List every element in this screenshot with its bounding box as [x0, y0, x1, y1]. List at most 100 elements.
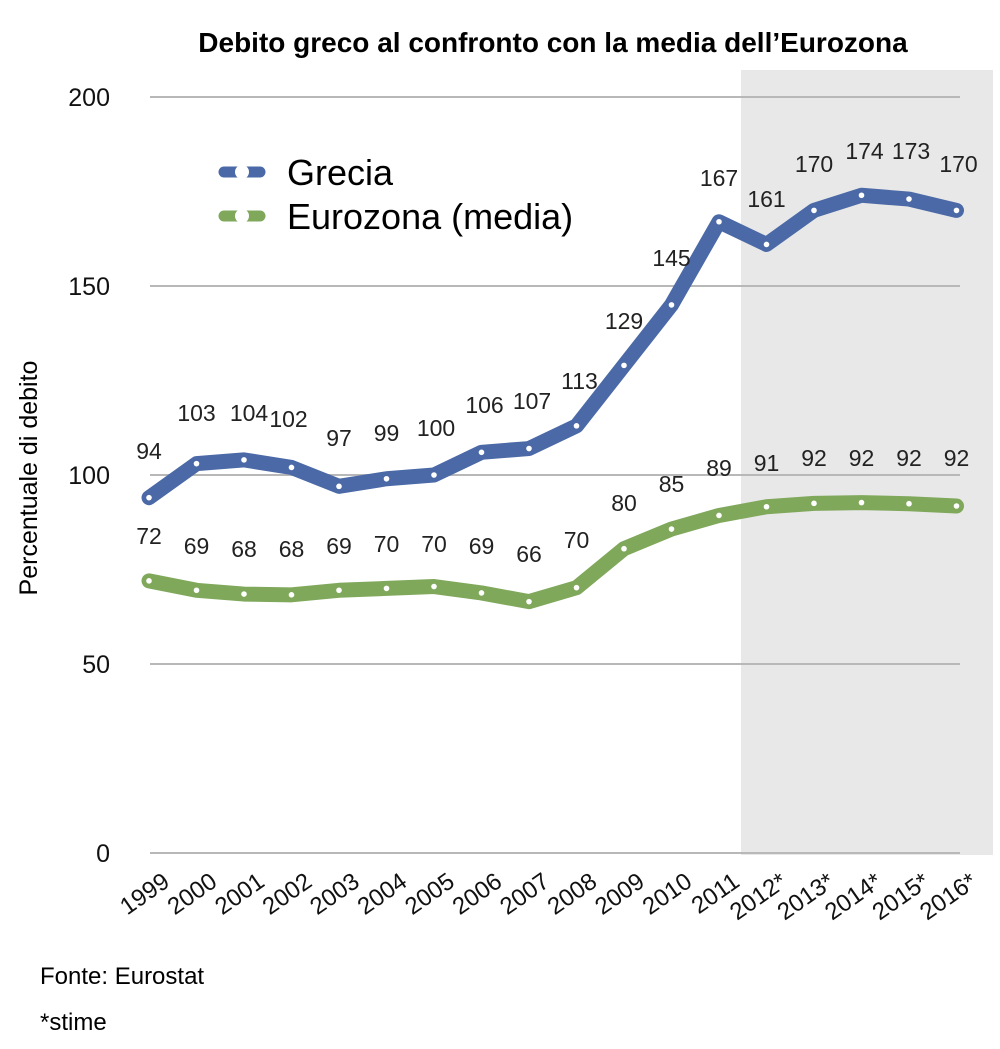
- data-point: [336, 483, 342, 490]
- data-label: 91: [754, 450, 780, 476]
- data-point: [858, 499, 865, 506]
- data-label: 103: [177, 400, 215, 426]
- x-tick-label: 1999: [115, 868, 174, 921]
- data-label: 92: [849, 445, 875, 471]
- data-label: 92: [944, 445, 970, 471]
- y-axis-label: Percentuale di debito: [15, 361, 43, 596]
- series-grecia: [141, 187, 964, 506]
- data-label: 68: [279, 536, 305, 562]
- data-label: 92: [896, 445, 922, 471]
- data-label: 69: [184, 533, 210, 559]
- data-point: [431, 583, 437, 590]
- data-label: 161: [747, 186, 785, 212]
- legend-label: Grecia: [287, 152, 394, 193]
- data-label: 173: [892, 138, 930, 164]
- data-point: [146, 494, 152, 501]
- x-tick-label: 2007: [495, 868, 554, 921]
- data-label: 100: [417, 415, 455, 441]
- data-point: [193, 460, 200, 467]
- x-tick-label: 2016*: [915, 868, 982, 926]
- x-tick-label: 2001: [210, 868, 269, 921]
- data-point: [953, 503, 960, 509]
- data-label: 102: [269, 406, 307, 432]
- data-point: [383, 585, 390, 592]
- data-point: [858, 192, 865, 199]
- data-label: 72: [136, 523, 162, 549]
- data-label: 174: [845, 138, 884, 164]
- data-point: [763, 503, 770, 510]
- data-point: [478, 590, 485, 596]
- data-label: 70: [564, 527, 590, 553]
- data-point: [383, 475, 390, 482]
- data-point: [431, 472, 437, 478]
- series-line: [141, 495, 964, 610]
- estimate-footnote: *stime: [40, 1009, 107, 1036]
- y-tick-labels: 0 50 100 150 200: [68, 84, 110, 868]
- y-tick-label: 100: [68, 462, 110, 490]
- data-point: [478, 449, 485, 456]
- data-point: [906, 500, 912, 507]
- data-point: [288, 592, 295, 598]
- data-label: 70: [374, 531, 400, 557]
- x-tick-label: 2008: [543, 868, 602, 921]
- data-label: 170: [939, 151, 977, 177]
- x-tick-label: 2006: [448, 868, 507, 921]
- data-label: 69: [326, 533, 352, 559]
- data-point: [526, 598, 532, 605]
- x-tick-label: 2000: [163, 868, 222, 921]
- data-point: [716, 218, 722, 225]
- source-note: Fonte: Eurostat: [40, 963, 204, 990]
- data-labels: 94 103 104 102 97 99 100 106 107 113 129 145 167 161 1…: [136, 138, 977, 567]
- data-label: 94: [136, 438, 162, 464]
- legend-item: Grecia: [218, 152, 394, 193]
- data-label: 167: [700, 165, 738, 191]
- data-label: 89: [706, 455, 732, 481]
- data-label: 170: [795, 151, 833, 177]
- y-tick-label: 50: [82, 651, 110, 679]
- data-point: [668, 526, 675, 532]
- data-point: [573, 584, 580, 591]
- x-tick-label: 2002: [258, 868, 317, 921]
- data-point: [811, 500, 817, 507]
- x-tick-label: 2004: [353, 868, 412, 921]
- legend-label: Eurozona (media): [287, 196, 573, 237]
- data-label: 85: [659, 471, 685, 497]
- chart-title: Debito greco al confronto con la media d…: [198, 27, 908, 58]
- data-point: [336, 587, 342, 594]
- x-tick-label: 2005: [400, 868, 459, 921]
- data-label: 97: [326, 425, 352, 451]
- y-tick-label: 0: [96, 840, 110, 868]
- x-tick-label: 2003: [305, 868, 364, 921]
- data-point: [668, 302, 675, 308]
- legend-marker: [235, 209, 249, 223]
- series-line: [141, 187, 964, 506]
- data-point: [526, 445, 532, 452]
- data-point: [193, 587, 200, 594]
- data-point: [621, 362, 627, 369]
- x-tick-label: 2009: [590, 868, 649, 921]
- data-point: [811, 207, 817, 214]
- data-label: 80: [611, 490, 637, 516]
- data-label: 92: [801, 445, 827, 471]
- data-point: [906, 196, 912, 202]
- series-eurozona: [141, 495, 964, 610]
- series-lines: [141, 187, 964, 610]
- data-label: 106: [465, 392, 503, 418]
- data-point: [953, 207, 960, 214]
- data-point: [241, 457, 247, 463]
- data-point: [288, 464, 295, 471]
- data-point: [573, 423, 580, 429]
- x-tick-label: 2010: [638, 868, 697, 921]
- x-tick-labels: 1999200020012002200320042005200620072008…: [115, 868, 982, 926]
- data-label: 69: [469, 533, 495, 559]
- data-point: [763, 241, 770, 248]
- data-label: 129: [605, 308, 643, 334]
- data-point: [716, 512, 722, 519]
- data-point: [241, 591, 247, 597]
- data-label: 66: [516, 541, 542, 567]
- data-point: [621, 545, 627, 552]
- data-label: 99: [374, 420, 400, 446]
- y-tick-label: 150: [68, 273, 110, 301]
